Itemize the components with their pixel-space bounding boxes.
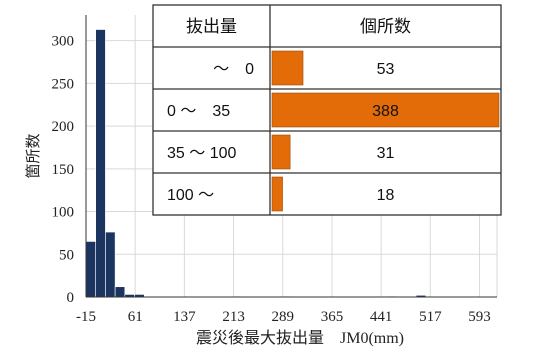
y-tick-label: 100 — [52, 205, 75, 221]
histogram-bar — [105, 231, 116, 298]
inset-value-bar — [271, 92, 500, 128]
histogram-bar — [85, 241, 97, 298]
inset-row-label: 〜 0 — [213, 61, 254, 78]
y-axis-label: 箇所数 — [25, 133, 42, 178]
y-tick-label: 250 — [52, 76, 75, 92]
inset-row-value: 31 — [377, 145, 395, 162]
inset-row-value: 388 — [372, 103, 399, 120]
inset-value-bar — [271, 176, 283, 212]
inset-row-label: 35 〜 100 — [167, 145, 236, 162]
y-tick-labels: 0 50 100 150 200 250 300 — [52, 34, 75, 306]
x-tick-label: 61 — [128, 309, 143, 325]
inset-table-row: 〜 0 53 — [213, 50, 395, 86]
x-tick-labels: -15 61 137 213 289 365 441 517 593 — [76, 309, 491, 325]
y-tick-label: 50 — [59, 247, 74, 263]
inset-header-amount: 抜出量 — [186, 17, 237, 36]
inset-row-value: 18 — [377, 187, 395, 204]
inset-value-bar — [271, 50, 304, 86]
inset-table: 抜出量 個所数 〜 0 53 0 〜 35 388 35 〜 100 31 100 〜 18 — [152, 4, 502, 216]
histogram-bar — [95, 29, 106, 298]
x-axis-label: 震災後最大抜出量 JM0(mm) — [196, 329, 404, 347]
axes — [85, 15, 497, 298]
inset-row-value: 53 — [377, 61, 395, 78]
x-tick-label: 289 — [272, 309, 295, 325]
inset-table-row: 100 〜 18 — [167, 176, 395, 212]
x-tick-label: 593 — [468, 309, 491, 325]
inset-table-lines — [153, 5, 501, 215]
y-tick-label: 150 — [52, 162, 75, 178]
inset-row-label: 100 〜 — [167, 187, 214, 204]
x-tick-label: 213 — [222, 309, 245, 325]
inset-header-count: 個所数 — [360, 17, 411, 36]
inset-value-bar — [271, 134, 291, 170]
x-tick-label: 517 — [419, 309, 442, 325]
x-tick-label: 365 — [321, 309, 344, 325]
inset-table-rows: 〜 0 53 0 〜 35 388 35 〜 100 31 100 〜 18 — [167, 50, 500, 212]
y-tick-label: 300 — [52, 34, 75, 50]
inset-row-label: 0 〜 35 — [167, 103, 230, 120]
y-tick-label: 200 — [52, 119, 75, 135]
inset-table-row: 0 〜 35 388 — [167, 92, 500, 128]
histogram-bar — [114, 286, 126, 298]
x-tick-label: -15 — [76, 309, 96, 325]
x-tick-label: 137 — [173, 309, 196, 325]
x-tick-label: 441 — [370, 309, 393, 325]
y-tick-label: 0 — [67, 290, 75, 306]
inset-table-row: 35 〜 100 31 — [167, 134, 395, 170]
